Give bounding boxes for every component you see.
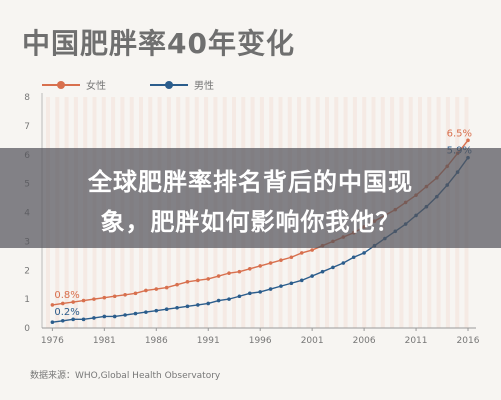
data-source: 数据来源：WHO,Global Health Observatory [30,371,221,381]
data-point [341,261,346,265]
legend-female: 女性 [42,77,106,92]
data-point [331,265,335,270]
data-point [258,264,262,268]
series-end-label: 6.5% [447,128,472,139]
data-point [123,313,127,317]
data-point [175,282,179,287]
headline-line-2: 象，肥胖如何影响你我他？ [100,208,401,236]
data-point [133,311,138,316]
data-point [299,278,304,283]
data-point [237,269,242,274]
legend-female-swatch [42,80,80,89]
data-point [164,307,169,312]
y-tick-label: 8 [24,93,30,103]
data-point [175,305,179,310]
data-point [71,317,75,322]
data-point [216,298,221,303]
data-point [289,255,294,260]
data-point [102,314,107,319]
data-point [185,304,190,309]
x-tick-label: 1986 [145,336,168,346]
y-tick-label: 1 [24,295,30,305]
y-tick-label: 7 [24,122,30,132]
data-point [227,297,231,301]
data-point [289,281,294,286]
data-point [133,291,138,296]
data-point [310,274,314,278]
data-point [279,258,283,262]
data-point [279,284,283,288]
data-point [206,277,211,281]
legend-male-label: 男性 [194,81,214,92]
data-point [268,261,273,265]
data-point [466,138,470,143]
x-tick-label: 1981 [93,336,116,346]
series-start-label: 0.2% [54,307,79,318]
legend-male: 男性 [150,77,214,92]
x-tick-label: 1996 [249,336,272,346]
data-point [154,308,159,313]
x-tick-label: 1991 [197,336,220,346]
data-point [185,280,190,284]
data-point [50,303,55,307]
data-point [81,298,86,303]
y-tick-label: 0 [24,324,30,334]
data-point [196,278,200,283]
data-point [92,316,96,320]
x-tick-label: 2006 [353,336,376,346]
data-point [60,301,65,306]
data-point [299,251,304,255]
data-point [50,320,55,325]
data-point [248,267,252,271]
data-point [196,303,200,307]
data-point [216,274,221,278]
data-point [351,255,356,260]
data-point [320,269,325,274]
chart-title: 中国肥胖率40年变化 [22,27,295,60]
data-point [123,292,127,297]
data-point [227,271,231,275]
legend-female-label: 女性 [86,81,106,92]
data-point [144,288,148,293]
data-point [248,291,252,296]
x-tick-label: 1976 [41,336,64,346]
headline-banner: 全球肥胖率排名背后的中国现 象，肥胖如何影响你我他？ [0,148,501,248]
data-point [154,287,159,291]
data-point [144,310,148,314]
data-point [92,297,96,301]
data-point [258,290,262,294]
data-point [237,294,242,299]
data-point [206,301,211,306]
data-point [112,294,117,299]
data-point [102,295,107,300]
x-tick-label: 2011 [405,336,428,346]
data-point [310,248,314,252]
data-point [81,317,86,322]
headline-line-1: 全球肥胖率排名背后的中国现 [88,168,413,196]
x-tick-label: 2016 [457,336,480,346]
series-start-label: 0.8% [54,290,79,301]
data-point [60,318,65,323]
data-point [71,300,75,304]
x-tick-label: 2001 [301,336,324,346]
y-tick-label: 2 [24,266,30,276]
data-point [268,287,273,291]
data-point [362,251,366,255]
legend-male-swatch [150,80,188,89]
data-point [164,285,169,290]
data-point [112,314,117,319]
